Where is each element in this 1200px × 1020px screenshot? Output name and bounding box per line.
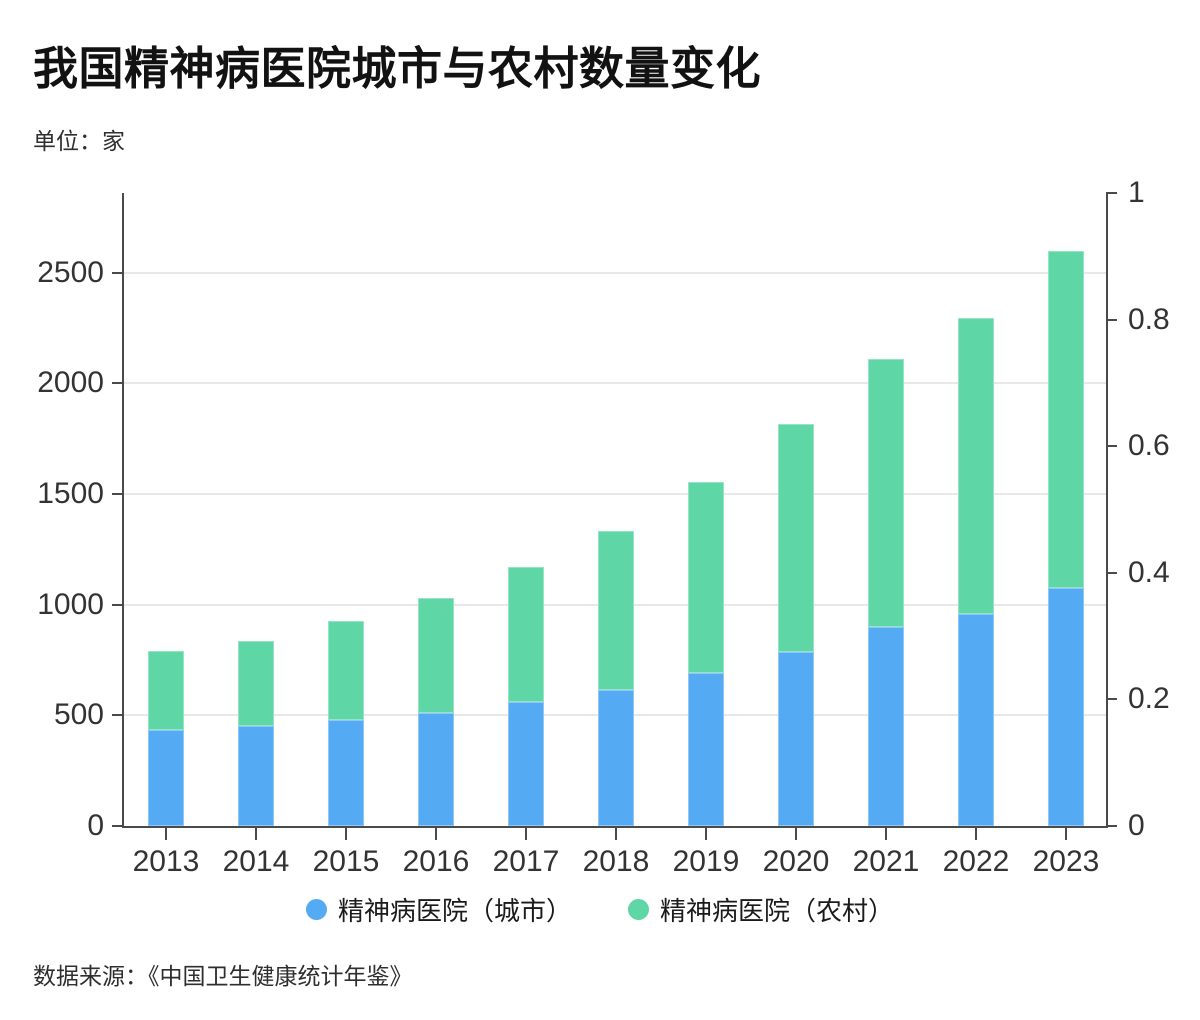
right-axis-tick-label: 0.4	[1128, 555, 1170, 589]
x-axis-label: 2019	[672, 845, 740, 878]
x-axis-tick	[705, 828, 707, 840]
x-axis-tick	[165, 828, 167, 840]
bar-segment-city[interactable]	[598, 689, 634, 826]
right-axis-tick-label: 0	[1128, 809, 1145, 842]
bar-segment-city[interactable]	[508, 702, 544, 826]
bar-segment-city[interactable]	[148, 729, 184, 826]
bar-segment-city[interactable]	[688, 673, 724, 826]
x-axis-label: 2013	[132, 845, 200, 878]
legend-item-city[interactable]: 精神病医院（城市）	[305, 891, 572, 928]
bar-segment-rural[interactable]	[238, 641, 274, 727]
left-axis-tick-label: 2000	[37, 366, 104, 400]
right-axis-tick	[1106, 445, 1117, 448]
bar-segment-city[interactable]	[1048, 588, 1084, 826]
bar-segment-rural[interactable]	[328, 621, 364, 720]
left-axis-tick	[112, 493, 122, 495]
right-axis-tick-label: 0.2	[1128, 682, 1170, 716]
bar-2019[interactable]	[688, 481, 724, 826]
x-axis-tick	[525, 828, 527, 840]
bar-segment-rural[interactable]	[148, 651, 184, 730]
legend-swatch-city-icon	[305, 899, 327, 920]
legend-label-rural: 精神病医院（农村）	[660, 896, 895, 926]
left-axis-tick-label: 2500	[37, 255, 104, 289]
bar-segment-rural[interactable]	[508, 567, 544, 703]
bar-segment-rural[interactable]	[688, 481, 724, 674]
x-axis-tick	[615, 828, 617, 840]
bar-2023[interactable]	[1048, 250, 1084, 826]
legend: 精神病医院（城市） 精神病医院（农村）	[0, 891, 1200, 928]
left-axis-tick-label: 0	[87, 809, 104, 842]
x-axis-label: 2020	[762, 845, 830, 878]
bar-segment-rural[interactable]	[1048, 250, 1084, 589]
bar-segment-city[interactable]	[238, 726, 274, 826]
bar-segment-city[interactable]	[958, 613, 994, 826]
axis-layer: 0 500 1000 1500 2000 2500 0 0.2 0.4 0.6 0.8 1 2013 20…	[37, 178, 1169, 879]
unit-label: 单位：家	[33, 128, 125, 154]
bar-segment-rural[interactable]	[418, 598, 454, 714]
left-axis-tick-label: 1500	[37, 477, 104, 510]
bar-2020[interactable]	[778, 424, 814, 826]
bar-2014[interactable]	[238, 641, 274, 826]
x-axis-tick	[1065, 828, 1067, 840]
x-axis-label: 2017	[492, 845, 560, 878]
left-axis-tick-label: 500	[53, 698, 104, 732]
bar-2015[interactable]	[328, 621, 364, 826]
bar-segment-city[interactable]	[328, 719, 364, 826]
plot-area: 0 500 1000 1500 2000 2500 0 0.2 0.4 0.6 0.8 1 2013 20…	[37, 178, 1169, 879]
gridline	[124, 493, 1106, 495]
left-axis-tick-label: 1000	[37, 587, 104, 621]
right-axis-tick-label: 0.8	[1128, 302, 1170, 336]
right-axis-tick-label: 1	[1128, 176, 1145, 209]
left-axis-tick	[112, 271, 122, 274]
bar-segment-city[interactable]	[778, 652, 814, 826]
bar-segment-rural[interactable]	[778, 424, 814, 653]
gridline	[124, 382, 1106, 385]
legend-swatch-rural-icon	[628, 899, 649, 920]
bar-segment-rural[interactable]	[958, 318, 994, 614]
bar-2022[interactable]	[958, 318, 994, 826]
right-axis-tick	[1106, 698, 1117, 701]
x-axis-tick	[435, 828, 437, 840]
chart-title: 我国精神病医院城市与农村数量变化	[33, 43, 762, 94]
x-axis-tick	[975, 828, 977, 840]
left-axis-tick	[112, 603, 122, 606]
bar-2017[interactable]	[508, 567, 544, 826]
x-axis-label: 2021	[852, 845, 920, 878]
bar-2021[interactable]	[868, 359, 904, 826]
left-axis-tick	[112, 382, 122, 385]
x-axis-label: 2022	[942, 845, 1010, 878]
x-axis-label: 2015	[312, 845, 380, 878]
bar-2018[interactable]	[598, 530, 634, 826]
right-axis-tick-label: 0.6	[1128, 429, 1170, 463]
bar-2013[interactable]	[148, 651, 184, 826]
bar-segment-city[interactable]	[418, 713, 454, 826]
legend-item-rural[interactable]: 精神病医院（农村）	[628, 891, 894, 928]
bar-segment-city[interactable]	[868, 626, 904, 826]
x-axis-label: 2014	[222, 845, 290, 878]
x-axis-label: 2023	[1032, 845, 1100, 878]
data-source-note: 数据来源：《中国卫生健康统计年鉴》	[33, 963, 413, 989]
right-axis-tick	[1106, 318, 1117, 321]
right-axis-tick	[1106, 192, 1117, 194]
gridline	[124, 271, 1106, 274]
bar-segment-rural[interactable]	[598, 530, 634, 690]
bar-layer	[124, 193, 1106, 826]
legend-label-city: 精神病医院（城市）	[337, 896, 572, 926]
right-axis-tick	[1106, 825, 1117, 827]
x-axis-label: 2018	[582, 845, 650, 878]
x-axis-tick	[255, 828, 257, 840]
x-axis-tick	[795, 828, 797, 840]
bar-segment-rural[interactable]	[868, 359, 904, 627]
left-axis-tick	[112, 714, 122, 717]
x-axis-label: 2016	[402, 845, 470, 878]
x-axis-tick	[885, 828, 887, 840]
right-axis-tick	[1106, 571, 1117, 574]
bar-2016[interactable]	[418, 598, 454, 826]
x-axis-tick	[345, 828, 347, 840]
left-axis-tick	[112, 825, 122, 827]
